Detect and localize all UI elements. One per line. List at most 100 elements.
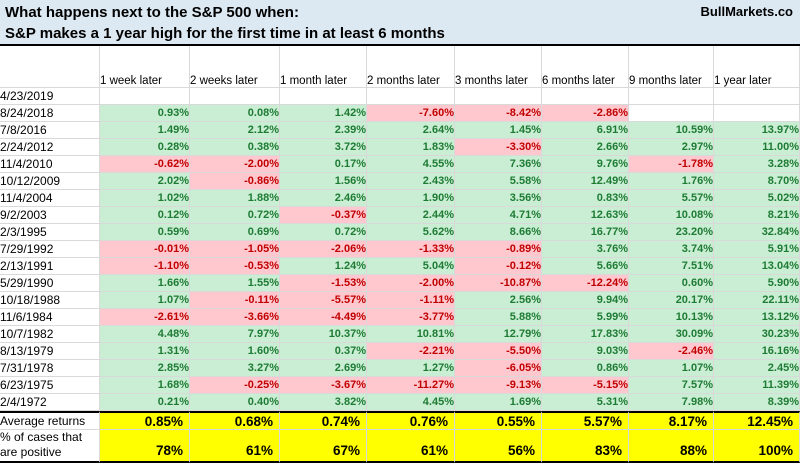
return-cell: -4.49% xyxy=(280,309,367,326)
return-cell: -1.78% xyxy=(629,156,714,173)
return-cell: 5.04% xyxy=(367,258,455,275)
return-cell xyxy=(367,88,455,105)
return-cell: 6.91% xyxy=(542,122,629,139)
return-cell: -9.13% xyxy=(455,377,542,394)
summary-label-line: % of cases that xyxy=(0,430,83,444)
table-row: 5/29/1990 1.66% 1.55% -1.53% -2.00% -10.87% -1… xyxy=(0,275,800,292)
return-cell: -11.27% xyxy=(367,377,455,394)
return-cell: 23.20% xyxy=(629,224,714,241)
return-cell: -0.89% xyxy=(455,241,542,258)
return-cell: 5.91% xyxy=(714,241,800,258)
brand-watermark: BullMarkets.co xyxy=(700,4,793,19)
table-row: 10/12/2009 2.02% -0.86% 1.56% 2.43% 5.58% 12.4… xyxy=(0,173,800,190)
summary-label: % of cases that are positive xyxy=(0,430,100,463)
summary-value-cell: 100% xyxy=(714,430,800,463)
table-row: 9/2/2003 0.12% 0.72% -0.37% 2.44% 4.71% 12.63%… xyxy=(0,207,800,224)
corner-header-cell xyxy=(0,46,100,88)
return-cell: 4.45% xyxy=(367,394,455,411)
return-cell: 2.85% xyxy=(100,360,190,377)
return-cell: -1.10% xyxy=(100,258,190,275)
return-cell: 0.37% xyxy=(280,343,367,360)
return-cell: 1.66% xyxy=(100,275,190,292)
table-row: 10/18/1988 1.07% -0.11% -5.57% -1.11% 2.56% 9.… xyxy=(0,292,800,309)
return-cell: 10.81% xyxy=(367,326,455,343)
table-row: 2/4/1972 0.21% 0.40% 3.82% 4.45% 1.69% 5.31% 7.… xyxy=(0,394,800,411)
return-cell: 11.39% xyxy=(714,377,800,394)
return-cell: 0.60% xyxy=(629,275,714,292)
summary-value-cell: 0.68% xyxy=(190,411,280,430)
column-header: 9 months later xyxy=(629,46,714,88)
return-cell: 5.88% xyxy=(455,309,542,326)
return-cell: 1.90% xyxy=(367,190,455,207)
return-cell: -6.05% xyxy=(455,360,542,377)
summary-value-cell: 0.76% xyxy=(367,411,455,430)
return-cell: 0.40% xyxy=(190,394,280,411)
return-cell: 30.23% xyxy=(714,326,800,343)
return-cell: -8.42% xyxy=(455,105,542,122)
summary-label-line: are positive xyxy=(0,445,62,459)
return-cell: 7.57% xyxy=(629,377,714,394)
table-row: 11/4/2004 1.02% 1.88% 2.46% 1.90% 3.56% 0.83% 5… xyxy=(0,190,800,207)
return-cell: 9.76% xyxy=(542,156,629,173)
return-cell: -1.05% xyxy=(190,241,280,258)
date-cell: 8/24/2018 xyxy=(0,105,100,122)
return-cell: 1.49% xyxy=(100,122,190,139)
return-cell: -2.06% xyxy=(280,241,367,258)
return-cell: 10.59% xyxy=(629,122,714,139)
date-cell: 11/6/1984 xyxy=(0,309,100,326)
return-cell: -5.15% xyxy=(542,377,629,394)
return-cell xyxy=(629,88,714,105)
return-cell: 17.83% xyxy=(542,326,629,343)
return-cell: -2.21% xyxy=(367,343,455,360)
return-cell: 0.59% xyxy=(100,224,190,241)
column-header: 1 month later xyxy=(280,46,367,88)
return-cell: 1.56% xyxy=(280,173,367,190)
return-cell: 8.21% xyxy=(714,207,800,224)
summary-label: Average returns xyxy=(0,411,100,430)
title-banner: What happens next to the S&P 500 when: S… xyxy=(0,0,800,46)
column-header: 1 week later xyxy=(100,46,190,88)
table-row: 2/13/1991 -1.10% -0.53% 1.24% 5.04% -0.12% 5.6… xyxy=(0,258,800,275)
return-cell: 9.03% xyxy=(542,343,629,360)
date-cell: 10/12/2009 xyxy=(0,173,100,190)
return-cell: 2.56% xyxy=(455,292,542,309)
return-cell: 9.94% xyxy=(542,292,629,309)
return-cell: -1.11% xyxy=(367,292,455,309)
return-cell: 2.43% xyxy=(367,173,455,190)
return-cell: 10.37% xyxy=(280,326,367,343)
return-cell: 1.69% xyxy=(455,394,542,411)
return-cell: 0.12% xyxy=(100,207,190,224)
return-cell: 1.83% xyxy=(367,139,455,156)
date-cell: 11/4/2010 xyxy=(0,156,100,173)
page-title-line2: S&P makes a 1 year high for the first ti… xyxy=(5,25,445,42)
return-cell: 1.88% xyxy=(190,190,280,207)
return-cell: 2.12% xyxy=(190,122,280,139)
return-cell: 13.97% xyxy=(714,122,800,139)
summary-value-cell: 8.17% xyxy=(629,411,714,430)
return-cell: 1.45% xyxy=(455,122,542,139)
date-cell: 7/29/1992 xyxy=(0,241,100,258)
table-row: 11/6/1984 -2.61% -3.66% -4.49% -3.77% 5.88% 5.… xyxy=(0,309,800,326)
return-cell xyxy=(100,88,190,105)
return-cell: 5.99% xyxy=(542,309,629,326)
date-cell: 10/18/1988 xyxy=(0,292,100,309)
return-cell: 7.98% xyxy=(629,394,714,411)
date-cell: 2/3/1995 xyxy=(0,224,100,241)
return-cell: 16.16% xyxy=(714,343,800,360)
return-cell: 22.11% xyxy=(714,292,800,309)
column-header: 1 year later xyxy=(714,46,800,88)
return-cell: -12.24% xyxy=(542,275,629,292)
return-cell xyxy=(280,88,367,105)
summary-value-cell: 61% xyxy=(190,430,280,463)
return-cell: 11.00% xyxy=(714,139,800,156)
return-cell: 8.66% xyxy=(455,224,542,241)
return-cell: 1.02% xyxy=(100,190,190,207)
return-cell: -3.30% xyxy=(455,139,542,156)
return-cell: -3.67% xyxy=(280,377,367,394)
return-cell: -2.86% xyxy=(542,105,629,122)
return-cell: 8.39% xyxy=(714,394,800,411)
summary-value-cell: 78% xyxy=(100,430,190,463)
summary-value-cell: 0.55% xyxy=(455,411,542,430)
return-cell: 2.39% xyxy=(280,122,367,139)
